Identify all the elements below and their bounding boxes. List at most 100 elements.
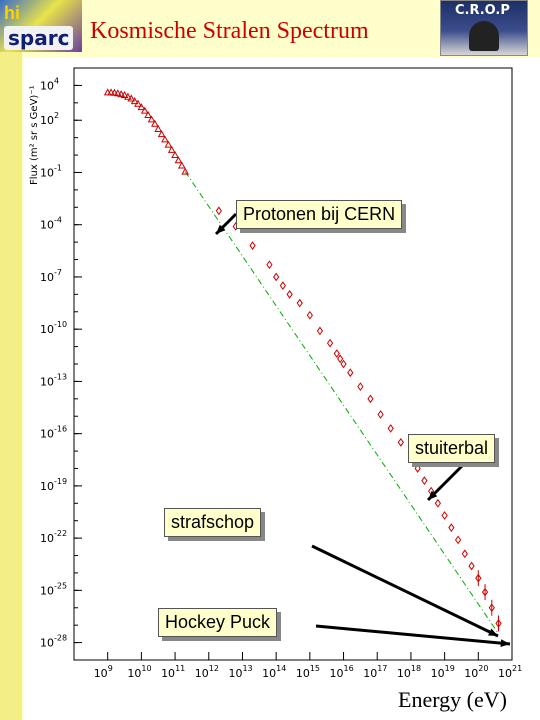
data-point-triangle xyxy=(117,90,126,98)
annotation-hockey-puck: Hockey Puck xyxy=(158,608,278,637)
data-point-diamond xyxy=(377,410,384,419)
x-tick-label: 1018 xyxy=(397,664,421,680)
data-point-triangle xyxy=(174,156,183,164)
data-point-diamond xyxy=(215,206,222,216)
annotation-arrows-group xyxy=(214,212,511,648)
x-tick-label: 1020 xyxy=(464,664,488,680)
data-point-diamond xyxy=(454,535,462,545)
x-tick-label: 1014 xyxy=(262,664,286,680)
data-point-diamond xyxy=(421,476,428,486)
arrow-strafschop-head xyxy=(488,628,498,636)
data-point-triangle xyxy=(151,119,159,127)
y-tick-label: 10-16 xyxy=(40,425,67,441)
x-tick-label: 1010 xyxy=(127,664,151,680)
y-tick-label: 10-25 xyxy=(40,581,67,597)
hisparc-mark-icon: hi xyxy=(4,3,20,23)
y-tick-label: 10-22 xyxy=(40,529,67,545)
data-point-diamond xyxy=(266,260,273,270)
annotation-protonen: Protonen bij CERN xyxy=(236,200,403,229)
data-point-diamond xyxy=(333,349,340,358)
x-tick-label: 1017 xyxy=(363,664,387,680)
left-accent-bar xyxy=(0,0,22,720)
data-point-diamond xyxy=(316,326,324,336)
data-point-diamond xyxy=(367,394,374,404)
data-point-diamond xyxy=(357,382,364,391)
crop-logo: C.R.O.P xyxy=(440,0,528,56)
y-tick-label: 10-10 xyxy=(40,320,67,336)
y-tick-label: 10-28 xyxy=(40,634,67,650)
data-point-diamond xyxy=(448,523,455,533)
fit-line-group xyxy=(184,171,499,635)
x-tick-label: 1013 xyxy=(228,664,252,680)
data-points-group xyxy=(103,88,502,632)
data-point-triangle xyxy=(130,97,139,105)
data-point-diamond xyxy=(414,464,421,473)
data-point-triangle xyxy=(147,115,156,123)
data-point-triangle xyxy=(171,151,179,159)
y-tick-label: 10-19 xyxy=(40,477,67,493)
x-tick-label: 1011 xyxy=(161,664,185,680)
arrow-stuiterbal-head xyxy=(428,490,438,500)
data-point-diamond xyxy=(340,359,347,369)
annotation-strafschop: strafschop xyxy=(164,508,262,537)
plot-area xyxy=(24,58,540,720)
crop-logo-text: C.R.O.P xyxy=(455,3,510,18)
y-tick-label: 10-1 xyxy=(40,163,62,179)
data-point-triangle xyxy=(144,110,152,119)
data-point-diamond xyxy=(397,437,404,447)
data-point-diamond xyxy=(461,549,468,559)
data-point-triangle xyxy=(161,135,169,143)
x-tick-label: 1016 xyxy=(330,664,354,680)
data-point-diamond xyxy=(296,298,303,308)
arrow-protonen-head xyxy=(216,224,226,234)
data-point-diamond xyxy=(249,241,256,250)
data-point-diamond xyxy=(286,289,293,299)
axes-group: 104 102 10-1 10-4 10-7 10-10 10-13 10-16 10-19 10… xyxy=(40,67,522,680)
y-tick-label: 10-13 xyxy=(40,372,67,388)
data-point-diamond xyxy=(279,281,287,291)
data-point-triangle xyxy=(140,106,149,114)
arrow-hockey-puck-head xyxy=(500,639,510,648)
data-point-triangle xyxy=(164,140,173,148)
data-point-diamond xyxy=(337,354,344,364)
data-point-diamond xyxy=(326,338,334,348)
slide-title: Kosmische Stralen Spectrum xyxy=(90,18,369,44)
data-point-triangle xyxy=(154,124,163,132)
data-point-diamond xyxy=(347,368,354,378)
arrow-hockey-puck xyxy=(315,624,511,646)
plot-frame-rect xyxy=(73,67,513,661)
sparc-logo-text: sparc xyxy=(4,26,74,50)
data-point-diamond xyxy=(434,498,441,508)
data-point-triangle xyxy=(124,92,132,100)
y-axis-label: Flux (m² sr s GeV)⁻¹ xyxy=(29,85,40,185)
data-point-triangle xyxy=(120,90,129,98)
y-tick-label: 10-4 xyxy=(40,216,62,232)
data-point-diamond xyxy=(306,310,313,320)
fit-line xyxy=(184,171,499,635)
data-point-triangle xyxy=(110,88,119,96)
data-point-triangle xyxy=(177,161,186,169)
data-point-diamond xyxy=(273,272,280,282)
data-point-triangle xyxy=(181,167,190,175)
data-point-triangle xyxy=(167,145,176,153)
data-point-diamond xyxy=(387,424,394,433)
x-tick-label: 1021 xyxy=(498,664,522,680)
annotation-stuiterbal: stuiterbal xyxy=(408,434,496,463)
data-point-triangle xyxy=(134,99,142,107)
data-point-diamond xyxy=(468,561,475,571)
x-axis-label: Energy (eV) xyxy=(398,687,507,712)
data-point-triangle xyxy=(157,130,166,138)
arrow-strafschop xyxy=(311,544,499,638)
data-point-triangle xyxy=(137,103,146,111)
y-tick-label: 10-7 xyxy=(40,268,62,284)
data-point-diamond xyxy=(441,511,448,520)
sparc-logo: hi sparc xyxy=(0,0,82,52)
x-tick-label: 1012 xyxy=(195,664,219,680)
y-tick-label: 104 xyxy=(40,76,59,92)
x-tick-label: 1019 xyxy=(431,664,455,680)
data-point-triangle xyxy=(113,89,122,97)
skater-figure-icon xyxy=(469,21,499,51)
x-tick-label: 109 xyxy=(94,664,113,680)
y-tick-label: 102 xyxy=(40,111,59,127)
